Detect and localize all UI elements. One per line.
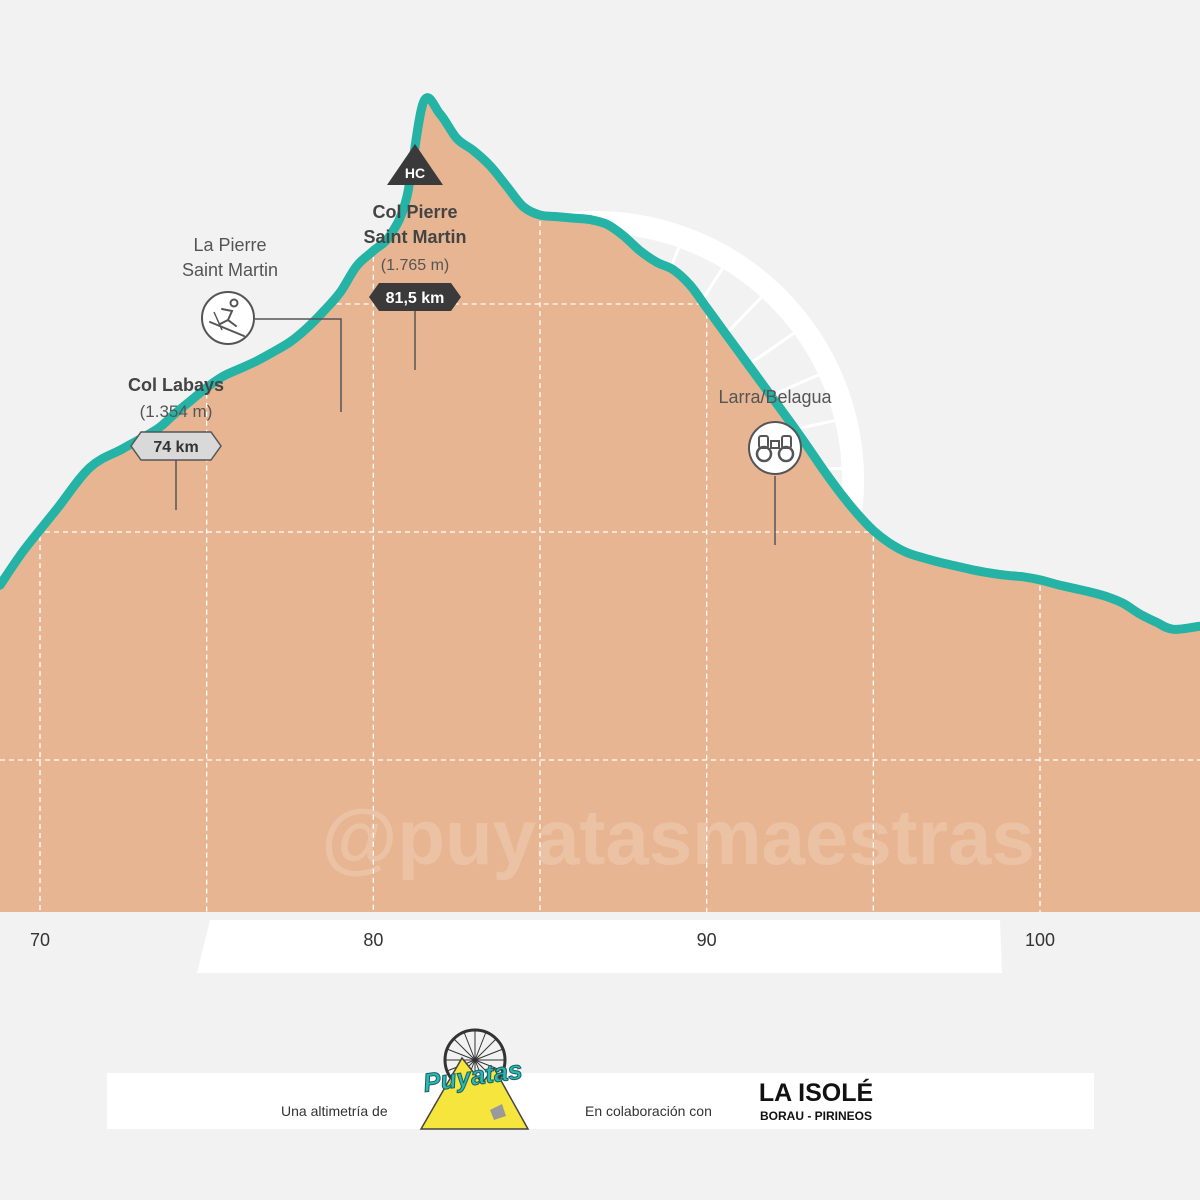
col-labays-km-label: 74 km	[153, 439, 198, 456]
larra-belagua-name: Larra/Belagua	[718, 387, 832, 407]
x-tick-label: 80	[363, 930, 383, 950]
binoculars-icon	[748, 421, 802, 475]
la-isole-line2: BORAU - PIRINEOS	[759, 1109, 872, 1123]
puyatas-logo: Puyatas	[419, 1028, 530, 1130]
col-labays-km-badge	[130, 431, 222, 461]
annotation-la-pierre-saint-martin: La Pierre Saint Martin	[182, 235, 342, 412]
hc-category-badge	[387, 144, 443, 185]
annotation-col-labays: Col Labays (1.354 m) 74 km	[128, 375, 224, 510]
col-labays-elevation: (1.354 m)	[140, 402, 213, 421]
summit-km-badge	[369, 283, 461, 311]
annotation-col-pierre-saint-martin: HC Col Pierre Saint Martin (1.765 m) 81,…	[363, 144, 467, 370]
elevation-area	[0, 97, 1200, 913]
summit-km-label: 81,5 km	[386, 290, 445, 307]
summit-name-line1: Col Pierre	[372, 202, 457, 222]
watermark-text: @puyatasmaestras	[321, 793, 1034, 881]
hc-category-label: HC	[405, 165, 425, 181]
summit-elevation: (1.765 m)	[381, 257, 449, 274]
axis-backdrop-shape	[197, 920, 1002, 973]
grid	[0, 221, 1200, 912]
x-tick-label: 70	[30, 930, 50, 950]
la-pierre-name-line1: La Pierre	[193, 235, 266, 255]
x-axis-ticks: 70 80 90 100	[30, 930, 1055, 950]
footer-collab-text: En colaboración con	[585, 1103, 712, 1119]
la-pierre-name-line2: Saint Martin	[182, 260, 278, 280]
x-tick-label: 90	[697, 930, 717, 950]
footer-bar: Una altimetría de Puyatas En colaboració…	[107, 1028, 1094, 1130]
annotation-larra-belagua: Larra/Belagua	[718, 387, 833, 545]
summit-name-line2: Saint Martin	[363, 227, 466, 247]
la-isole-line1: LA ISOLÉ	[758, 1079, 874, 1107]
x-tick-label: 100	[1025, 930, 1055, 950]
elevation-line	[0, 93, 1200, 634]
col-labays-name: Col Labays	[128, 375, 224, 395]
footer-by-text: Una altimetría de	[281, 1103, 388, 1119]
skier-icon	[201, 291, 255, 345]
la-isole-logo: LA ISOLÉ BORAU - PIRINEOS	[742, 1073, 887, 1129]
